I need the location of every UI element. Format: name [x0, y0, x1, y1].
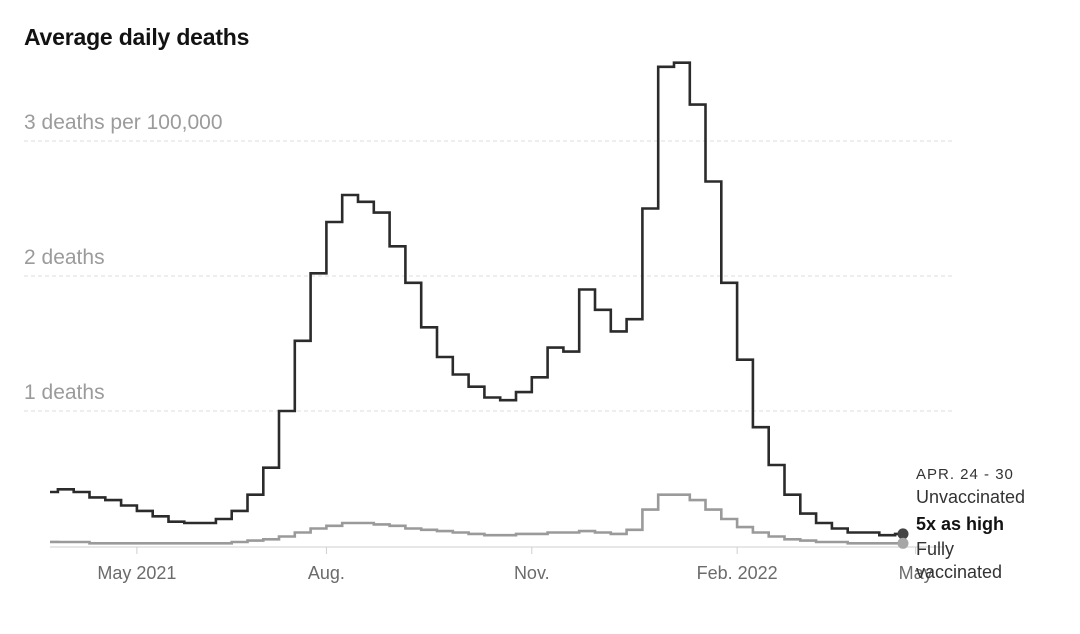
series-lines — [50, 61, 903, 545]
end-annotation: APR. 24 - 30 Unvaccinated 5x as high Fully v… — [897, 466, 1025, 582]
annotation-vaccinated-label-line2: vaccinated — [916, 562, 1002, 582]
annotation-unvaccinated-label: Unvaccinated — [916, 487, 1025, 507]
end-point-marker — [897, 528, 909, 540]
end-point-marker — [897, 537, 909, 549]
annotation-ratio: 5x as high — [916, 514, 1004, 534]
series-line-fully-vaccinated — [50, 493, 903, 545]
x-tick-label: May 2021 — [97, 563, 176, 583]
series-line-unvaccinated — [50, 61, 903, 537]
y-axis-ticks: 1 deaths 2 deaths 3 deaths per 100,000 — [24, 111, 223, 404]
y-tick-label: 3 deaths per 100,000 — [24, 111, 223, 134]
x-tick-label: Nov. — [514, 563, 550, 583]
y-tick-label: 2 deaths — [24, 246, 105, 269]
annotation-period: APR. 24 - 30 — [916, 466, 1014, 483]
x-tick-label: May — [899, 563, 933, 583]
x-tick-label: Aug. — [308, 563, 345, 583]
chart-title: Average daily deaths — [24, 24, 250, 50]
gridlines — [24, 140, 955, 412]
y-tick-label: 1 deaths — [24, 381, 105, 404]
annotation-vaccinated-label-line1: Fully — [916, 539, 954, 559]
x-tick-label: Feb. 2022 — [697, 563, 778, 583]
x-axis-ticks: May 2021 Aug. Nov. Feb. 2022 May — [97, 547, 933, 583]
